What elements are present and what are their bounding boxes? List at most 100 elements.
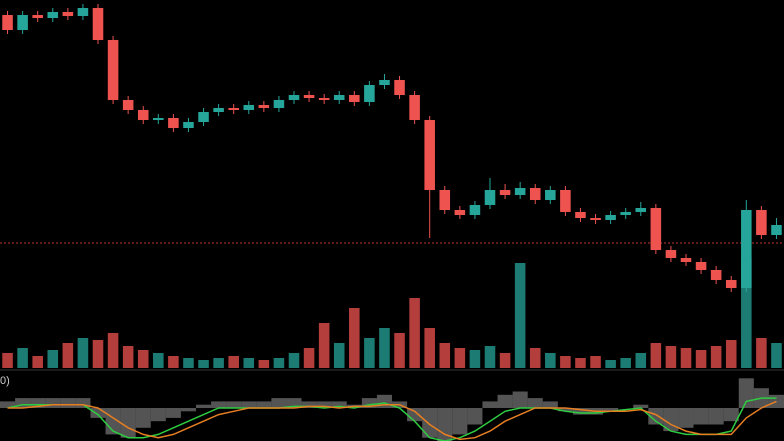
candle-body — [198, 112, 209, 122]
candle-body — [394, 80, 405, 95]
indicator-bar — [331, 401, 347, 408]
volume-bar — [590, 356, 601, 368]
volume-bar — [409, 298, 420, 368]
volume-bar — [454, 348, 466, 368]
candle-body — [469, 205, 481, 215]
indicator-bar — [256, 401, 272, 408]
volume-bar — [107, 333, 119, 368]
candle-body — [47, 12, 59, 18]
candle-body — [650, 208, 662, 250]
indicator-bar — [542, 401, 558, 408]
volume-bar — [288, 353, 300, 368]
volume-bar — [424, 328, 435, 368]
indicator-bar — [90, 408, 106, 418]
candle-body — [303, 95, 315, 98]
candle-body — [605, 215, 616, 220]
candle-body — [107, 40, 119, 100]
volume-bar — [695, 350, 707, 368]
indicator-bar — [75, 398, 91, 408]
indicator-bar — [15, 398, 31, 408]
candle-body — [590, 218, 601, 220]
candle-body — [273, 100, 285, 108]
candle-body — [665, 250, 677, 258]
volume-bar — [514, 263, 526, 368]
candle-body — [695, 262, 707, 270]
candle-body — [771, 225, 782, 235]
indicator-bar — [135, 408, 151, 428]
candle-body — [333, 95, 345, 100]
volume-bar — [77, 338, 89, 368]
candle-body — [17, 15, 28, 30]
volume-bar — [560, 356, 571, 368]
indicator-bar — [512, 391, 528, 408]
indicator-bar — [693, 408, 709, 425]
indicator-bar — [60, 398, 76, 408]
volume-bar — [243, 358, 255, 368]
volume-bar — [771, 343, 782, 368]
candle-body — [288, 95, 300, 100]
volume-bar — [499, 353, 511, 368]
candle-body — [318, 98, 330, 100]
volume-bar — [710, 346, 722, 368]
candle-body — [153, 118, 164, 120]
candle-body — [741, 210, 752, 288]
candle-body — [424, 120, 435, 190]
volume-bar — [394, 333, 405, 368]
volume-bar — [183, 358, 194, 368]
volume-bar — [364, 338, 375, 368]
volume-bar — [318, 323, 330, 368]
volume-bar — [575, 358, 586, 368]
indicator-bar — [723, 408, 739, 422]
candle-body — [560, 190, 571, 212]
volume-bar — [122, 346, 134, 368]
indicator-bar — [45, 398, 61, 408]
volume-bar — [228, 356, 239, 368]
volume-bar — [756, 338, 767, 368]
candle-body — [228, 108, 239, 110]
candle-body — [258, 105, 270, 108]
candle-body — [529, 188, 541, 200]
indicator-bar — [663, 408, 679, 432]
volume-bar — [32, 356, 43, 368]
volume-bar — [469, 350, 481, 368]
candle-body — [122, 100, 134, 110]
indicator-bar — [0, 401, 16, 408]
volume-bar — [47, 350, 59, 368]
volume-bar — [545, 353, 556, 368]
candle-body — [92, 8, 104, 40]
volume-bar — [17, 348, 28, 368]
volume-bar — [725, 340, 737, 368]
volume-bar — [153, 353, 164, 368]
volume-bar — [650, 343, 662, 368]
candle-body — [213, 108, 224, 112]
volume-bar — [137, 350, 149, 368]
candle-body — [243, 105, 255, 110]
indicator-line — [7, 397, 777, 441]
volume-bar — [333, 343, 345, 368]
volume-bar — [665, 346, 677, 368]
indicator-bar — [165, 408, 181, 418]
candle-body — [349, 95, 360, 102]
candle-body — [575, 212, 586, 218]
indicator-bar — [648, 408, 664, 425]
candle-body — [409, 95, 420, 120]
candle-body — [545, 190, 556, 200]
indicator-bar — [738, 378, 754, 408]
volume-bar — [635, 353, 647, 368]
indicator-bar — [361, 398, 377, 408]
indicator-bar — [678, 408, 694, 428]
candle-body — [725, 280, 737, 288]
candle-body — [680, 258, 692, 262]
candle-body — [379, 80, 390, 85]
candle-body — [183, 122, 194, 128]
volume-bar — [2, 353, 13, 368]
indicator-bar — [301, 401, 317, 408]
volume-bar — [741, 258, 752, 368]
indicator-bar — [557, 408, 573, 412]
volume-bar — [605, 360, 616, 368]
volume-bar — [62, 343, 74, 368]
candle-body — [62, 12, 74, 16]
volume-bar — [168, 356, 179, 368]
indicator-bar — [603, 408, 619, 412]
